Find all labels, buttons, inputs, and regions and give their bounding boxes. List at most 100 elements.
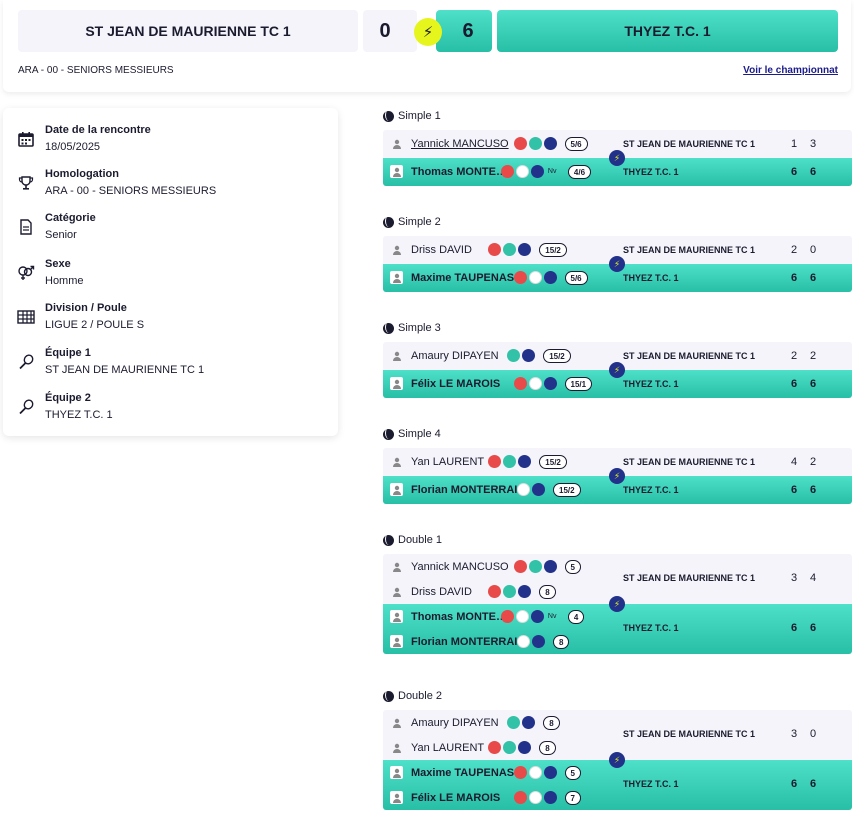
player-rank: 8	[539, 585, 556, 599]
match-title: Simple 4	[383, 426, 441, 440]
navy-badge-icon	[522, 716, 536, 729]
user-icon	[391, 138, 402, 149]
home-side: Amaury DIPAYEN 8 Yan LAURENT 8 ST JEAN DE MA…	[383, 710, 852, 760]
navy-badge-icon	[543, 766, 557, 779]
tennis-ball-icon	[383, 108, 394, 122]
player-rank: 8	[553, 635, 570, 649]
club-name: ST JEAN DE MAURIENNE TC 1	[623, 729, 756, 739]
player-name: Maxime TAUPENAS	[411, 272, 515, 284]
player-name: Florian MONTERRAIN	[411, 636, 526, 648]
player-name: Driss DAVID	[411, 586, 472, 598]
player-badges	[517, 483, 545, 496]
ball-badge-icon	[528, 377, 542, 390]
teal-badge-icon	[503, 741, 517, 754]
competition-label: ARA - 00 - SENIORS MESSIEURS	[18, 65, 174, 76]
player-badges	[517, 635, 545, 648]
match-title-label: Simple 2	[398, 216, 441, 228]
user-icon	[390, 791, 403, 804]
view-championship-link[interactable]: Voir le championnat	[743, 65, 838, 76]
home-team-name[interactable]: ST JEAN DE MAURIENNE TC 1	[18, 10, 358, 52]
calendar-icon	[15, 128, 37, 150]
set-score: 2	[790, 350, 798, 362]
lightning-icon: ⚡	[609, 256, 625, 272]
teal-badge-icon	[507, 716, 521, 729]
player-rank: 15/2	[553, 483, 581, 497]
player-row: Félix LE MAROIS 7	[383, 785, 619, 810]
navy-badge-icon	[543, 791, 557, 804]
info-value: Senior	[45, 229, 77, 241]
lightning-icon: ⚡	[609, 596, 625, 612]
player-rank: 8	[539, 741, 556, 755]
red-badge-icon	[513, 791, 527, 804]
lightning-icon: ⚡	[609, 150, 625, 166]
player-name[interactable]: Yannick MANCUSO	[411, 138, 509, 150]
user-icon	[391, 561, 402, 572]
match-title: Simple 3	[383, 320, 441, 334]
red-badge-icon	[513, 271, 527, 284]
navy-badge-icon	[543, 377, 557, 390]
trophy-icon	[15, 172, 37, 194]
away-team-name[interactable]: THYEZ T.C. 1	[497, 10, 838, 52]
set-score: 3	[790, 572, 798, 584]
set-score: 6	[809, 778, 817, 790]
set-score: 6	[809, 622, 817, 634]
tennis-ball-icon	[383, 426, 394, 440]
info-label: Équipe 1	[45, 347, 91, 359]
player-row: Florian MONTERRAIN 15/2	[383, 477, 619, 502]
away-team-score: 6	[436, 10, 492, 52]
info-label: Date de la rencontre	[45, 124, 151, 136]
player-row: Yan LAURENT 8	[383, 735, 619, 760]
ball-badge-icon	[528, 791, 542, 804]
club-name: THYEZ T.C. 1	[623, 779, 679, 789]
info-value: ARA - 00 - SENIORS MESSIEURS	[45, 185, 217, 197]
home-side: Yannick MANCUSO 5 Driss DAVID 8 ST JEAN DE M…	[383, 554, 852, 604]
navy-badge-icon	[532, 635, 545, 648]
player-row: Amaury DIPAYEN 8	[383, 710, 619, 735]
red-badge-icon	[500, 610, 514, 623]
match-block: Double 2 Amaury DIPAYEN 8 Yan LAURENT 8 ST JE…	[383, 688, 852, 810]
player-badges	[488, 243, 532, 256]
nv-label: Nv	[547, 613, 557, 620]
player-badges	[513, 766, 557, 779]
player-rank: 4/6	[567, 165, 592, 179]
teal-badge-icon	[503, 243, 517, 256]
racket-icon	[15, 351, 37, 373]
player-name: Yannick MANCUSO	[411, 561, 509, 573]
player-name: Driss DAVID	[411, 244, 472, 256]
teal-badge-icon	[503, 585, 517, 598]
navy-badge-icon	[532, 483, 545, 496]
info-value: LIGUE 2 / POULE S	[45, 319, 145, 331]
player-badges	[513, 791, 557, 804]
set-score: 0	[809, 244, 817, 256]
player-row: Driss DAVID 8	[383, 579, 619, 604]
match-block: Simple 4 Yan LAURENT 15/2 ST JEAN DE MAURIE…	[383, 426, 852, 504]
teal-badge-icon	[503, 455, 517, 468]
set-score: 6	[790, 778, 798, 790]
info-label: Division / Poule	[45, 302, 127, 314]
navy-badge-icon	[518, 585, 532, 598]
info-value: Homme	[45, 275, 84, 287]
lightning-icon: ⚡	[609, 468, 625, 484]
player-badges	[513, 271, 557, 284]
red-badge-icon	[500, 165, 514, 178]
player-rank: 7	[564, 791, 581, 805]
info-label: Homologation	[45, 168, 119, 180]
player-badges	[513, 137, 557, 150]
set-score: 4	[809, 572, 817, 584]
document-icon	[15, 216, 37, 238]
player-row: Yan LAURENT 15/2	[383, 449, 619, 474]
user-icon	[391, 244, 402, 255]
set-score: 6	[790, 272, 798, 284]
info-item-6: Équipe 1 ST JEAN DE MAURIENNE TC 1	[15, 347, 325, 387]
set-score: 2	[790, 244, 798, 256]
player-rank: 5	[564, 560, 581, 574]
player-row: Florian MONTERRAIN 8	[383, 629, 619, 654]
info-item-1: Date de la rencontre 18/05/2025	[15, 124, 325, 164]
player-badges	[507, 716, 536, 729]
player-row: Yannick MANCUSO 5/6	[383, 131, 619, 156]
navy-badge-icon	[518, 455, 532, 468]
player-badges	[513, 377, 557, 390]
player-rank: 5	[564, 766, 581, 780]
home-team-score: 0	[363, 10, 417, 52]
player-rank: 5/6	[564, 137, 588, 151]
